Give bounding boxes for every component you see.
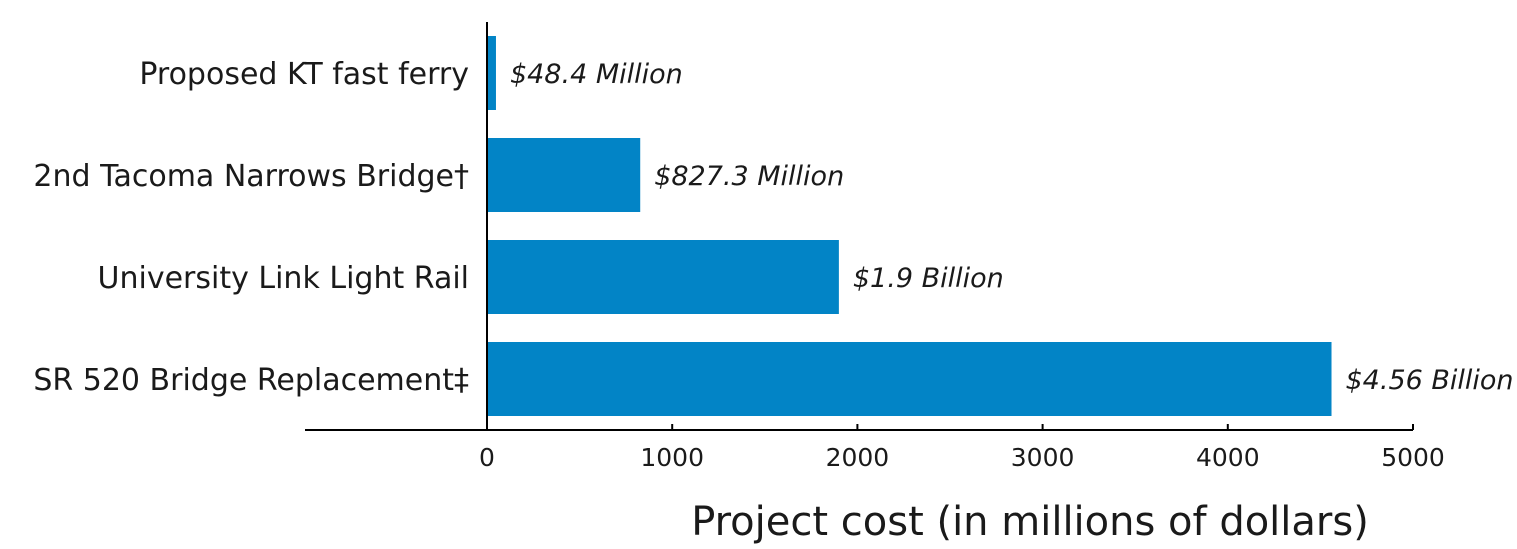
bar xyxy=(487,36,496,110)
x-tick-label: 4000 xyxy=(1196,443,1260,472)
bars-group: Proposed KT fast ferry $48.4 Million 2nd T… xyxy=(33,36,1514,416)
data-label: $1.9 Billion xyxy=(853,263,1004,294)
x-ticks-group: 0 1000 2000 3000 4000 5000 xyxy=(479,424,1445,472)
data-label: $4.56 Billion xyxy=(1346,365,1514,396)
data-label: $48.4 Million xyxy=(510,59,683,90)
x-tick-label: 2000 xyxy=(826,443,890,472)
x-tick-label: 0 xyxy=(479,443,495,472)
x-tick-label: 1000 xyxy=(640,443,704,472)
x-axis-title: Project cost (in millions of dollars) xyxy=(691,499,1369,545)
category-label: 2nd Tacoma Narrows Bridge† xyxy=(33,159,469,194)
x-tick-label: 5000 xyxy=(1381,443,1445,472)
x-tick-label: 3000 xyxy=(1011,443,1075,472)
bar xyxy=(487,240,839,314)
data-label: $827.3 Million xyxy=(654,161,844,192)
bar xyxy=(487,342,1332,416)
category-label: University Link Light Rail xyxy=(98,261,469,296)
bar xyxy=(487,138,641,212)
category-label: Proposed KT fast ferry xyxy=(139,57,469,92)
category-label: SR 520 Bridge Replacement‡ xyxy=(33,363,469,398)
